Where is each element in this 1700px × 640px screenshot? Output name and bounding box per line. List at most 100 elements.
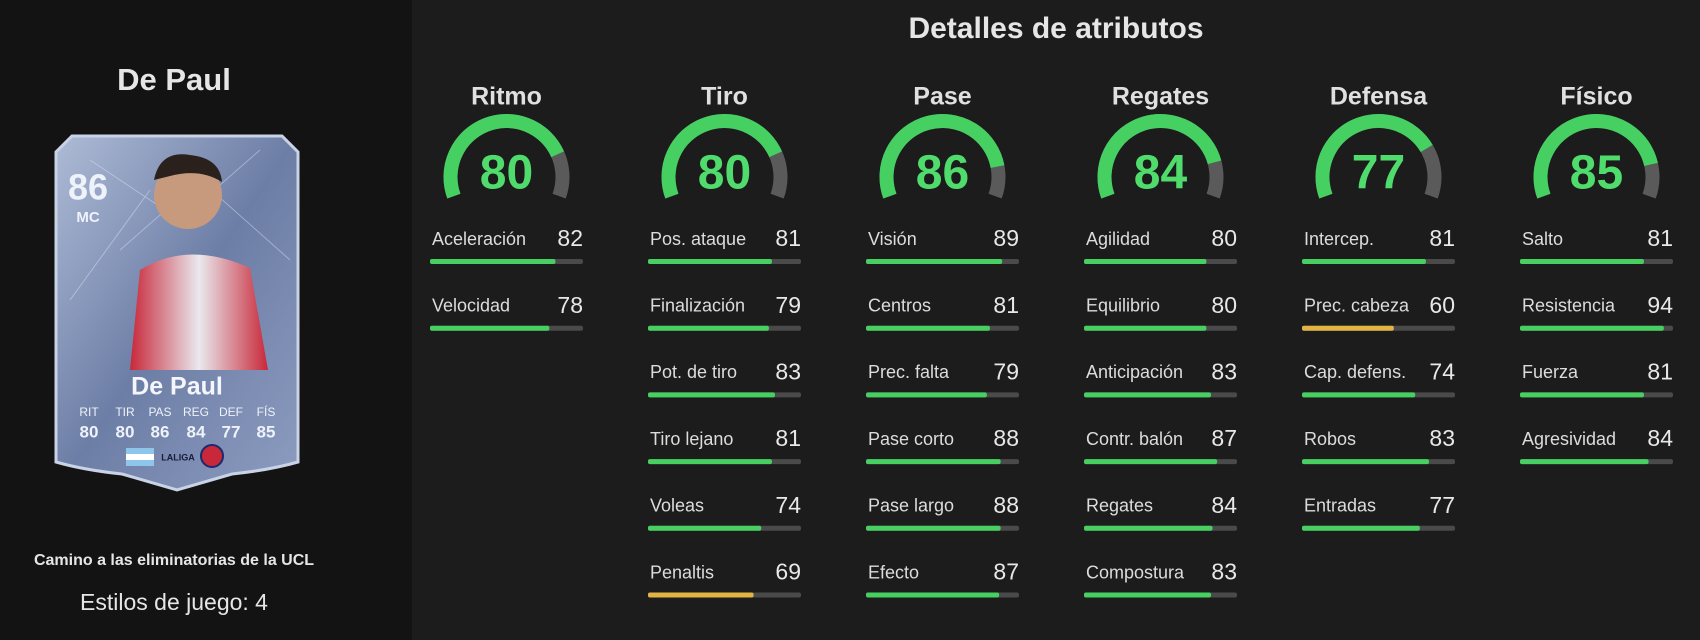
attribute-bar (1084, 392, 1211, 398)
attribute-name: Aceleración (432, 229, 526, 249)
attribute-value: 82 (557, 225, 583, 251)
attribute-bar (648, 459, 772, 465)
player-name: De Paul (117, 62, 231, 97)
attribute-bar (1084, 259, 1207, 264)
gauge-fill (879, 114, 1005, 199)
attribute-bar (1302, 392, 1416, 398)
attribute-name: Regates (1086, 496, 1153, 516)
card-stat-label: RIT (79, 405, 99, 419)
attribute-value: 83 (775, 358, 801, 384)
attribute-name: Intercep. (1304, 229, 1374, 249)
category-name cat: Físico (1560, 83, 1632, 111)
attribute-value: 83 (1211, 559, 1237, 585)
attribute-bar (430, 259, 556, 264)
flag-stripe (126, 454, 154, 460)
attribute-name: Entradas (1304, 496, 1376, 516)
attribute-value: 83 (1211, 358, 1237, 384)
attribute-value: 87 (993, 559, 1019, 585)
card-stat-value: 84 (187, 422, 206, 441)
card-position: MC (76, 209, 99, 226)
player-hair (154, 154, 222, 182)
attribute-value: 60 (1429, 292, 1455, 318)
attribute-bar (1084, 459, 1218, 465)
attribute-name: Pos. ataque (650, 229, 746, 249)
attribute-name: Visión (868, 229, 917, 249)
promo-title: Camino a las eliminatorias de la UCL (34, 552, 314, 569)
attribute-value: 80 (1211, 292, 1237, 318)
attribute-value: 89 (993, 225, 1019, 251)
attribute-name: Anticipación (1086, 362, 1183, 382)
attribute-value: 87 (1211, 425, 1237, 451)
card-stat-value: 80 (80, 422, 99, 441)
gauge-fill (1533, 113, 1658, 199)
attribute-bar (1520, 392, 1644, 398)
card-stat-value: 85 (257, 422, 276, 441)
attribute-name: Pase largo (868, 496, 954, 516)
attribute-bar (1520, 259, 1644, 264)
attribute-bar (648, 392, 775, 398)
attribute-value: 81 (1429, 225, 1455, 251)
attribute-name: Prec. cabeza (1304, 295, 1410, 315)
attribute-name: Prec. falta (868, 362, 950, 382)
attribute-value: 74 (775, 492, 801, 518)
attribute-value: 84 (1211, 492, 1237, 518)
playstyles: Estilos de juego: 4 (80, 589, 268, 615)
attribute-name: Fuerza (1522, 362, 1579, 382)
card-stat-value: 77 (222, 422, 241, 441)
gauge-fill (1097, 113, 1222, 199)
attribute-name: Penaltis (650, 562, 714, 582)
attribute-value: 88 (993, 425, 1019, 451)
attribute-bar (648, 325, 769, 331)
attribute-bar (648, 592, 754, 598)
attribute-name: Pase corto (868, 429, 954, 449)
club-badge (200, 444, 224, 468)
gauge-value: 84 (1134, 147, 1188, 200)
card-name: De Paul (131, 373, 223, 401)
attribute-value: 79 (993, 358, 1019, 384)
card-stat-label: TIR (115, 405, 135, 419)
gauge-value: 77 (1352, 147, 1405, 200)
gauge-value: 86 (916, 147, 969, 200)
gauge-fill (1315, 114, 1433, 199)
attribute-bar (1520, 459, 1649, 465)
attribute-name: Velocidad (432, 295, 510, 315)
attribute-value: 84 (1647, 425, 1673, 451)
attribute-bar (648, 525, 762, 531)
attribute-name: Finalización (650, 295, 745, 315)
attribute-name: Compostura (1086, 562, 1185, 582)
player-head (154, 161, 222, 229)
card-stat-value: 86 (151, 422, 170, 441)
attribute-bar (430, 325, 550, 331)
attribute-name: Pot. de tiro (650, 362, 737, 382)
category-name cat: Defensa (1330, 83, 1428, 111)
attribute-bar (1302, 459, 1429, 465)
attribute-bar (1084, 592, 1211, 598)
player-shirt (130, 254, 268, 370)
attribute-name: Centros (868, 295, 931, 315)
attribute-value: 77 (1429, 492, 1455, 518)
attribute-value: 74 (1429, 358, 1455, 384)
gauge-value: 85 (1570, 147, 1623, 200)
attribute-name: Voleas (650, 496, 704, 516)
attribute-bar (866, 325, 990, 331)
category-name cat: Regates (1112, 83, 1209, 111)
category-name cat: Pase (913, 83, 971, 111)
attribute-bar (866, 392, 987, 398)
attribute-bar (866, 259, 1003, 264)
attribute-name: Robos (1304, 429, 1356, 449)
attribute-value: 78 (557, 292, 583, 318)
attribute-name: Tiro lejano (650, 429, 733, 449)
card-stat-value: 80 (116, 422, 135, 441)
card-stat-label: REG (183, 405, 209, 419)
category-name cat: Ritmo (471, 83, 542, 111)
card-stat-label: PAS (148, 405, 171, 419)
attribute-bar (648, 259, 772, 264)
attribute-bar (866, 459, 1001, 465)
section-title: Detalles de atributos (908, 12, 1203, 45)
attribute-value: 79 (775, 292, 801, 318)
attribute-bar (1302, 259, 1426, 264)
attribute-name: Efecto (868, 562, 919, 582)
attribute-bar (1084, 525, 1213, 531)
attribute-value: 81 (1647, 225, 1673, 251)
